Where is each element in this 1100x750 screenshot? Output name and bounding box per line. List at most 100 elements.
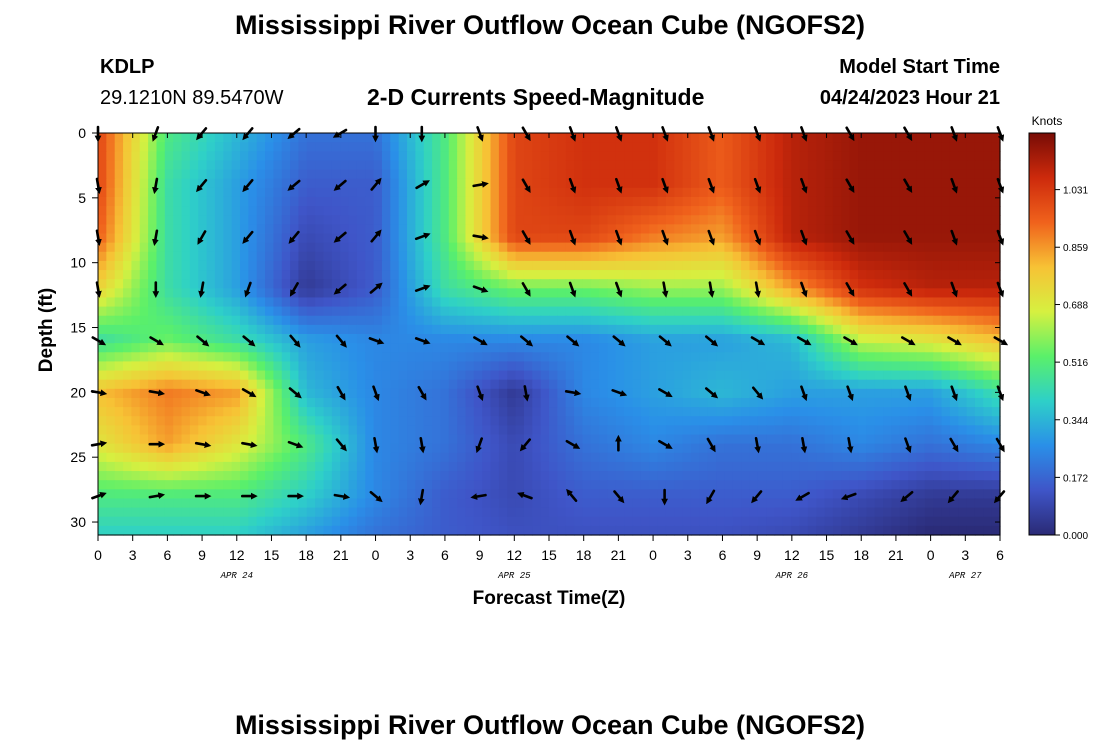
heatmap-cell: [423, 270, 433, 280]
heatmap-cell: [290, 507, 300, 518]
heatmap-cell: [741, 224, 751, 235]
heatmap-cell: [265, 215, 274, 225]
heatmap-cell: [766, 443, 776, 454]
heatmap-cell: [866, 379, 876, 390]
heatmap-cell: [741, 196, 751, 207]
heatmap-cell: [381, 215, 391, 225]
heatmap-cell: [223, 379, 233, 390]
heatmap-cell: [741, 206, 751, 216]
heatmap-cell: [866, 443, 876, 454]
heatmap-cell: [273, 334, 283, 344]
heatmap-cell: [565, 361, 575, 372]
heatmap-cell: [214, 379, 224, 390]
heatmap-cell: [457, 425, 467, 436]
heatmap-cell: [448, 251, 458, 262]
heatmap-cell: [891, 187, 901, 198]
heatmap-cell: [816, 425, 826, 436]
heatmap-cell: [206, 507, 216, 518]
heatmap-cell: [331, 343, 341, 353]
heatmap-cell: [457, 215, 467, 225]
heatmap-cell: [390, 498, 400, 509]
heatmap-cell: [398, 471, 408, 481]
heatmap-cell: [799, 516, 809, 527]
heatmap-cell: [448, 324, 458, 335]
heatmap-cell: [457, 297, 467, 308]
heatmap-cell: [983, 279, 993, 289]
heatmap-cell: [665, 407, 675, 417]
heatmap-cell: [632, 133, 642, 143]
heatmap-cell: [123, 370, 133, 381]
heatmap-cell: [315, 196, 325, 207]
heatmap-cell: [832, 370, 842, 381]
heatmap-cell: [899, 160, 909, 171]
heatmap-cell: [883, 251, 893, 262]
heatmap-cell: [766, 224, 776, 235]
heatmap-cell: [432, 133, 442, 143]
heatmap-cell: [908, 525, 918, 536]
heatmap-cell: [381, 279, 391, 289]
heatmap-cell: [565, 343, 575, 353]
heatmap-cell: [256, 260, 266, 271]
heatmap-cell: [223, 516, 233, 527]
heatmap-cell: [540, 516, 550, 527]
heatmap-cell: [832, 242, 842, 253]
heatmap-cell: [248, 260, 258, 271]
heatmap-cell: [941, 334, 951, 344]
heatmap-cell: [757, 416, 767, 426]
heatmap-cell: [841, 160, 851, 171]
heatmap-cell: [432, 452, 442, 463]
heatmap-cell: [189, 334, 199, 344]
heatmap-cell: [632, 187, 642, 198]
heatmap-cell: [265, 352, 274, 363]
heatmap-cell: [415, 242, 425, 253]
heatmap-cell: [941, 434, 951, 445]
heatmap-cell: [523, 169, 533, 180]
heatmap-cell: [298, 233, 308, 244]
heatmap-cell: [331, 480, 341, 490]
heatmap-cell: [206, 461, 216, 472]
heatmap-cell: [732, 379, 742, 390]
heatmap-cell: [331, 251, 341, 262]
heatmap-cell: [632, 206, 642, 216]
heatmap-cell: [933, 151, 943, 162]
heatmap-cell: [148, 498, 158, 509]
heatmap-cell: [189, 315, 199, 326]
heatmap-cell: [974, 416, 984, 426]
heatmap-cell: [223, 151, 233, 162]
heatmap-cell: [716, 215, 725, 225]
heatmap-cell: [757, 343, 767, 353]
heatmap-cell: [799, 461, 809, 472]
heatmap-cell: [523, 379, 533, 390]
heatmap-cell: [465, 334, 475, 344]
heatmap-cell: [348, 352, 358, 363]
heatmap-cell: [933, 288, 943, 299]
heatmap-cell: [891, 334, 901, 344]
heatmap-cell: [924, 498, 934, 509]
heatmap-cell: [866, 434, 876, 445]
heatmap-cell: [565, 206, 575, 216]
heatmap-cell: [248, 297, 258, 308]
heatmap-cell: [824, 507, 834, 518]
heatmap-cell: [440, 343, 450, 353]
heatmap-cell: [824, 315, 834, 326]
heatmap-cell: [707, 297, 717, 308]
heatmap-cell: [682, 507, 692, 518]
heatmap-cell: [724, 388, 734, 399]
heatmap-cell: [498, 334, 508, 344]
heatmap-cell: [482, 151, 492, 162]
heatmap-cell: [114, 416, 124, 426]
heatmap-cell: [615, 425, 625, 436]
heatmap-cell: [515, 306, 525, 317]
heatmap-cell: [632, 498, 642, 509]
heatmap-cell: [432, 498, 442, 509]
heatmap-cell: [348, 480, 358, 490]
heatmap-cell: [498, 178, 508, 189]
x-tick-label: 3: [684, 547, 692, 563]
heatmap-cell: [473, 178, 483, 189]
heatmap-cell: [899, 397, 909, 408]
heatmap-cell: [891, 206, 901, 216]
heatmap-cell: [665, 324, 675, 335]
heatmap-cell: [958, 489, 968, 500]
heatmap-cell: [874, 206, 884, 216]
heatmap-cell: [757, 461, 767, 472]
